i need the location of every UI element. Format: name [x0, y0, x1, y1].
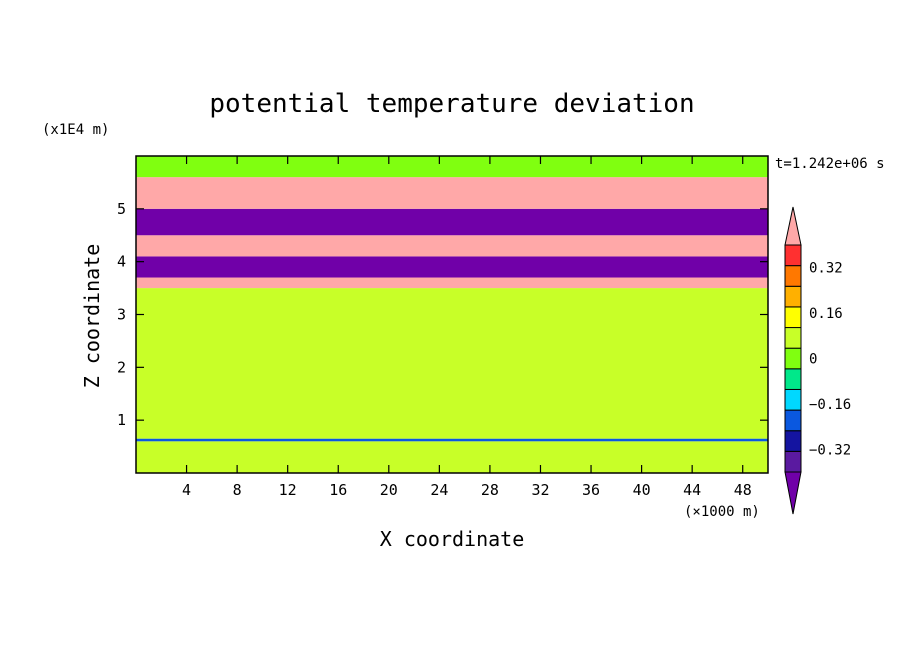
contour-field — [136, 156, 768, 473]
colorbar-label: 0 — [809, 352, 817, 368]
colorbar-segment — [784, 306, 802, 329]
y-tick-label: 5 — [117, 200, 126, 218]
colorbar-segment — [784, 285, 802, 308]
chart-title: potential temperature deviation — [209, 89, 694, 119]
y-tick-label: 4 — [117, 253, 126, 271]
field-band-5 — [136, 235, 768, 257]
x-tick-label: 36 — [582, 481, 600, 499]
colorbar-label: 0.16 — [809, 306, 843, 322]
x-tick-label: 32 — [531, 481, 549, 499]
colorbar-segment — [784, 327, 802, 349]
x-tick-label: 12 — [279, 481, 297, 499]
field-band-2 — [136, 288, 768, 439]
colorbar-label: 0.32 — [809, 261, 843, 277]
field-band-4 — [136, 256, 768, 278]
colorbar-segment — [784, 244, 802, 267]
colorbar-label: −0.32 — [809, 442, 851, 458]
colorbar: 0.32 0.16 0 −0.16 −0.32 — [784, 206, 851, 515]
colorbar-segment — [784, 450, 802, 473]
x-tick-label: 8 — [233, 481, 242, 499]
x-tick-label: 4 — [182, 481, 191, 499]
colorbar-segment — [784, 388, 802, 411]
field-band-3 — [136, 277, 768, 289]
y-tick-label: 2 — [117, 358, 126, 376]
colorbar-segment — [784, 409, 802, 432]
x-ticks: 4 8 12 16 20 24 28 32 36 40 44 48 — [182, 156, 752, 499]
x-tick-label: 48 — [734, 481, 752, 499]
y-unit-label: (x1E4 m) — [42, 122, 109, 138]
field-band-0 — [136, 441, 768, 473]
colorbar-top-arrow — [784, 206, 802, 246]
field-band-7 — [136, 177, 768, 209]
y-ticks: 1 2 3 4 5 — [117, 200, 768, 429]
colorbar-segment — [784, 430, 802, 452]
x-tick-label: 16 — [329, 481, 347, 499]
colorbar-segment — [784, 347, 802, 370]
field-band-8 — [136, 156, 768, 178]
y-tick-label: 1 — [117, 411, 126, 429]
x-tick-label: 44 — [683, 481, 701, 499]
x-tick-label: 24 — [430, 481, 448, 499]
colorbar-segment — [784, 265, 802, 287]
y-tick-label: 3 — [117, 306, 126, 324]
x-axis-label: X coordinate — [380, 527, 525, 551]
x-tick-label: 40 — [633, 481, 651, 499]
colorbar-segment — [784, 368, 802, 390]
time-label: t=1.242e+06 s — [775, 156, 885, 172]
x-unit-label: (×1000 m) — [684, 504, 760, 520]
x-tick-label: 28 — [481, 481, 499, 499]
colorbar-label: −0.16 — [809, 397, 851, 413]
colorbar-bottom-arrow — [784, 471, 802, 515]
field-band-1 — [136, 438, 768, 442]
field-band-6 — [136, 208, 768, 236]
x-tick-label: 20 — [380, 481, 398, 499]
y-axis-label: Z coordinate — [80, 244, 104, 389]
